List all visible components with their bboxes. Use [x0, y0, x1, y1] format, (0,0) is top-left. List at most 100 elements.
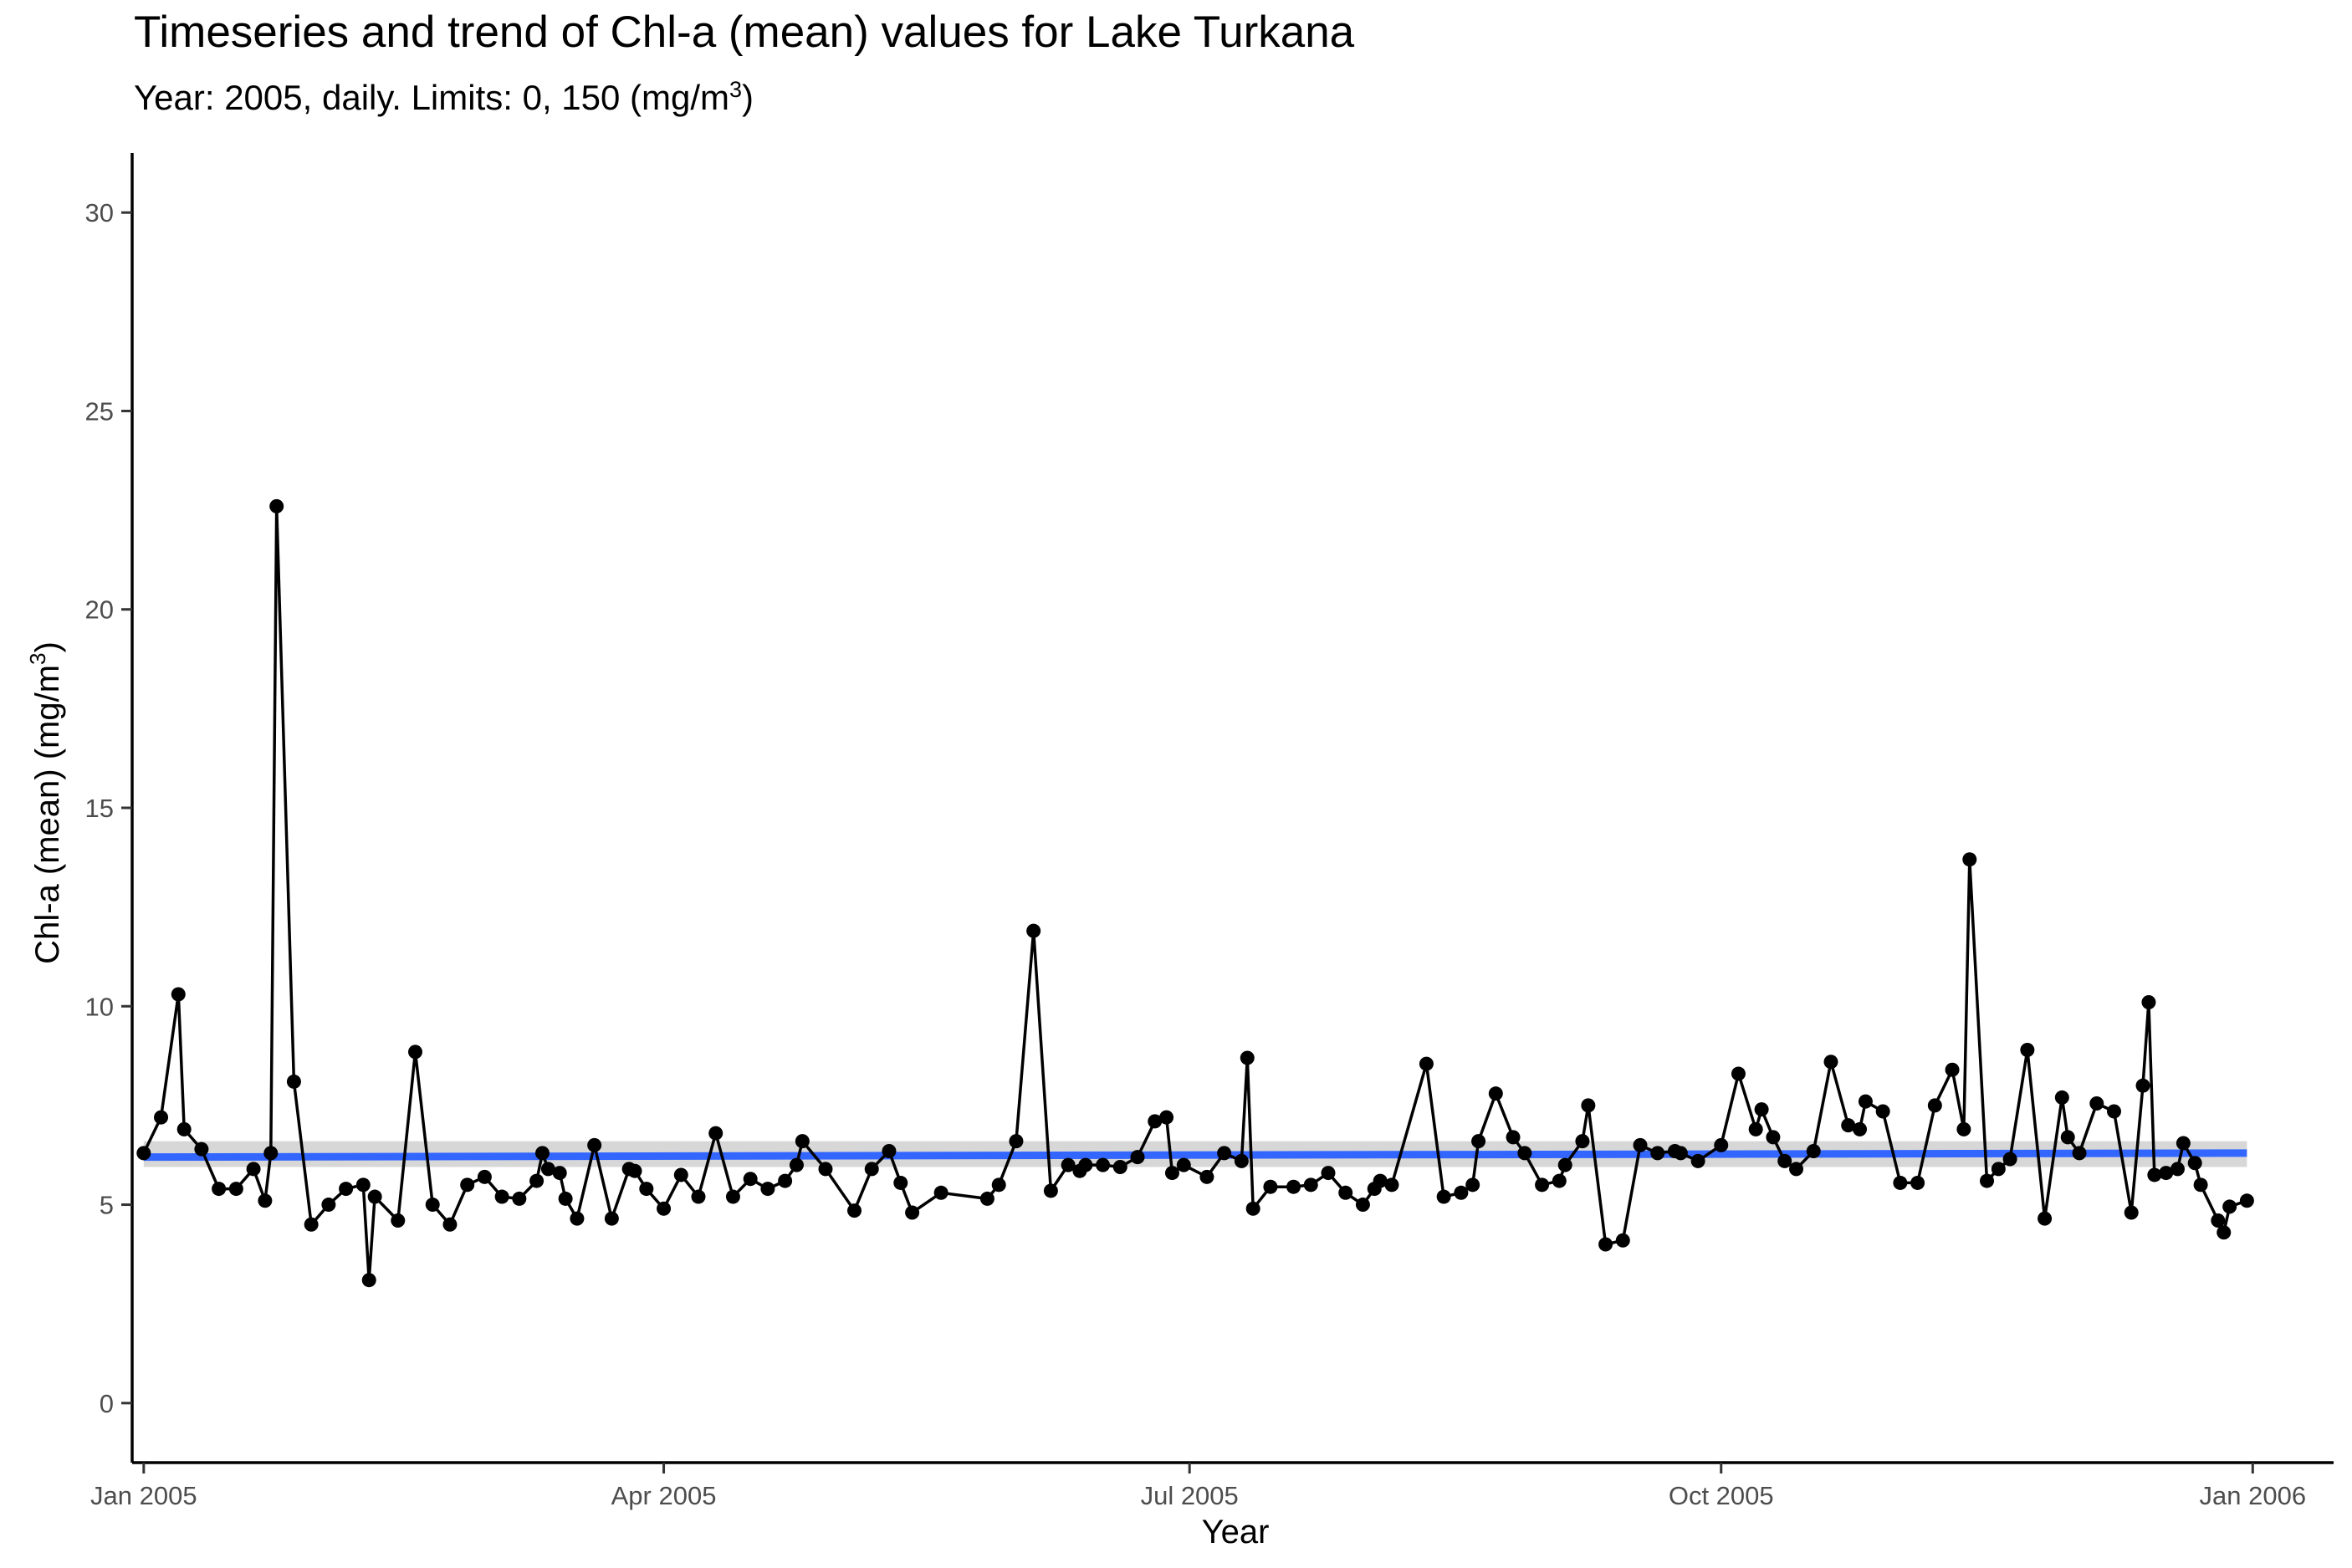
data-point	[933, 1185, 948, 1200]
data-point	[1096, 1157, 1111, 1172]
subtitle-superscript: 3	[729, 77, 743, 102]
data-point	[691, 1189, 706, 1204]
data-point	[1373, 1173, 1388, 1188]
y-tick-label: 10	[85, 992, 114, 1021]
data-point	[1176, 1157, 1191, 1172]
data-point	[1199, 1169, 1214, 1184]
data-point	[708, 1126, 723, 1141]
data-point	[1009, 1134, 1024, 1149]
data-point	[321, 1198, 336, 1213]
x-tick-label: Jan 2006	[2200, 1481, 2307, 1510]
data-point	[639, 1182, 654, 1197]
data-point	[529, 1173, 545, 1188]
data-point	[1650, 1146, 1665, 1161]
data-point	[512, 1191, 527, 1206]
data-point	[2239, 1193, 2254, 1208]
data-point	[1465, 1177, 1480, 1193]
data-point	[818, 1162, 833, 1177]
data-point	[1841, 1118, 1856, 1133]
data-point	[176, 1121, 192, 1136]
y-axis-title-text: Chl-a (mean) (mg/m	[29, 665, 66, 964]
data-point	[1263, 1179, 1278, 1194]
data-point	[1777, 1153, 1792, 1168]
series-layer	[136, 498, 2254, 1288]
data-point	[864, 1162, 879, 1177]
y-tick-label: 15	[85, 794, 114, 823]
data-point	[355, 1177, 371, 1193]
data-point	[1112, 1159, 1127, 1174]
data-point	[778, 1173, 793, 1188]
data-point	[1910, 1175, 1925, 1190]
data-point	[1991, 1162, 2006, 1177]
data-point	[1714, 1137, 1729, 1152]
data-point	[1471, 1134, 1486, 1149]
data-point	[136, 1146, 151, 1161]
data-point	[1806, 1143, 1821, 1158]
data-point	[552, 1166, 567, 1181]
data-point	[604, 1211, 619, 1226]
data-point	[1384, 1177, 1399, 1193]
data-point	[1673, 1146, 1688, 1161]
data-point	[2089, 1096, 2104, 1111]
trend-line	[143, 1149, 2247, 1162]
data-point	[905, 1205, 920, 1220]
data-point	[1615, 1233, 1630, 1248]
x-tick-label: Oct 2005	[1669, 1481, 1774, 1510]
data-point	[2159, 1166, 2174, 1181]
data-point	[1575, 1134, 1590, 1149]
data-point	[893, 1175, 908, 1190]
data-point	[2187, 1156, 2202, 1171]
data-point	[361, 1273, 376, 1288]
data-point	[1164, 1166, 1179, 1181]
data-point	[1355, 1198, 1370, 1213]
data-point	[979, 1191, 994, 1206]
data-point	[425, 1198, 440, 1213]
data-point	[154, 1110, 169, 1125]
data-point	[2217, 1225, 2232, 1240]
data-point	[1245, 1201, 1260, 1216]
y-axis-title-end: )	[29, 641, 66, 652]
data-point	[2170, 1162, 2185, 1177]
data-point	[1552, 1173, 1567, 1188]
x-tick-label: Apr 2005	[611, 1481, 717, 1510]
data-point	[1927, 1098, 1942, 1113]
data-point	[1436, 1189, 1451, 1204]
data-point	[2193, 1177, 2208, 1193]
data-point	[534, 1146, 550, 1161]
data-point	[304, 1217, 319, 1232]
y-tick-label: 0	[100, 1389, 114, 1418]
data-point	[1598, 1237, 1613, 1252]
subtitle-text: Year: 2005, daily. Limits: 0, 150 (mg/m	[134, 78, 730, 117]
data-point	[367, 1189, 382, 1204]
data-point	[2211, 1213, 2226, 1228]
data-point	[194, 1142, 209, 1157]
data-point	[171, 987, 186, 1002]
data-point	[627, 1163, 642, 1178]
data-point	[1858, 1094, 1873, 1109]
data-point	[391, 1213, 406, 1228]
data-point	[269, 498, 284, 513]
data-point	[2020, 1042, 2035, 1057]
data-point	[1517, 1146, 1532, 1161]
y-ticks: 0 5 10 15 20 25 30	[85, 198, 132, 1418]
data-point	[1488, 1086, 1503, 1101]
data-point	[1159, 1110, 1174, 1125]
data-point	[657, 1201, 672, 1216]
data-point	[743, 1172, 758, 1187]
data-point	[2135, 1078, 2150, 1093]
data-point	[1980, 1173, 1995, 1188]
data-point	[1338, 1185, 1353, 1200]
x-tick-label: Jul 2005	[1141, 1481, 1239, 1510]
y-tick-label: 5	[100, 1191, 114, 1220]
data-point	[1945, 1062, 1960, 1077]
data-point	[339, 1182, 354, 1197]
data-point	[1853, 1121, 1868, 1136]
x-tick-label: Jan 2005	[90, 1481, 197, 1510]
chart-subtitle: Year: 2005, daily. Limits: 0, 150 (mg/m3…	[134, 77, 754, 118]
x-ticks: Jan 2005 Apr 2005 Jul 2005 Oct 2005 Jan 2006	[90, 1463, 2306, 1510]
data-point	[991, 1177, 1006, 1193]
data-point	[1754, 1102, 1769, 1117]
data-point	[1217, 1146, 1232, 1161]
data-point	[1130, 1150, 1145, 1165]
